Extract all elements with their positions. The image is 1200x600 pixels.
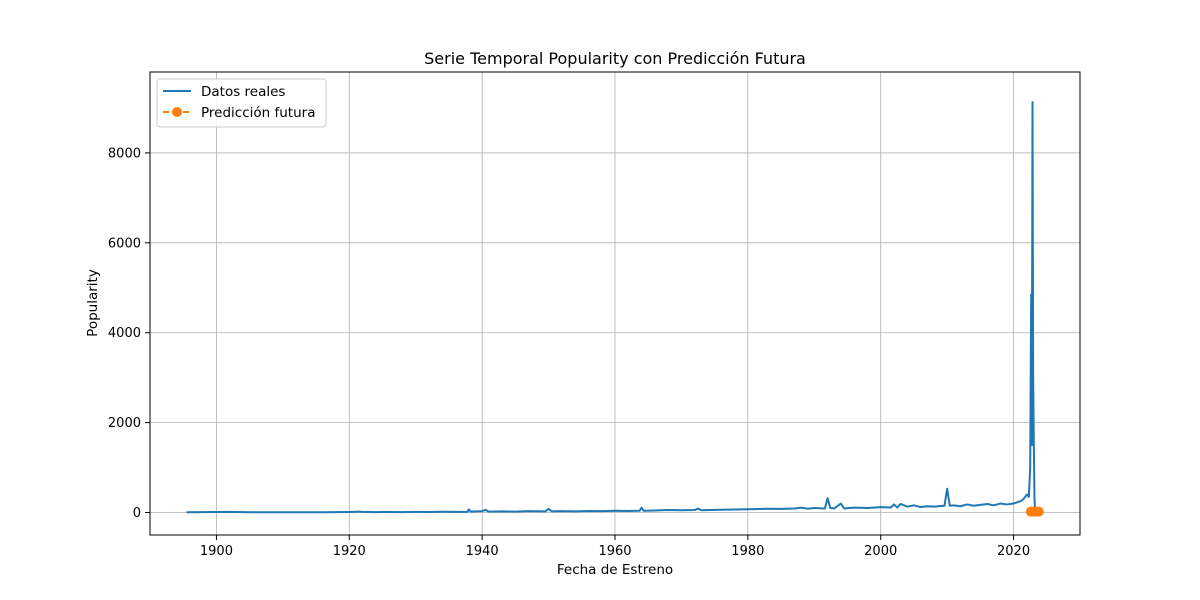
y-tick-label: 4000 xyxy=(108,326,141,341)
x-tick-label: 1980 xyxy=(731,544,764,559)
y-tick-label: 8000 xyxy=(108,146,141,161)
y-axis-label: Popularity xyxy=(85,269,101,337)
x-tick-label: 1960 xyxy=(598,544,631,559)
legend-box xyxy=(156,78,327,128)
x-axis-label: Fecha de Estreno xyxy=(557,562,673,578)
legend: Datos reales Predicción futura xyxy=(156,78,327,128)
legend-label-datos-reales: Datos reales xyxy=(201,84,285,100)
y-axis-ticks: 0 2000 4000 6000 8000 xyxy=(108,146,150,521)
x-tick-label: 1900 xyxy=(200,544,233,559)
x-tick-label: 2020 xyxy=(997,544,1030,559)
x-axis-ticks: 1900 1920 1940 1960 1980 2000 2020 xyxy=(200,535,1030,559)
prediction-point xyxy=(1033,506,1044,517)
x-tick-label: 2000 xyxy=(864,544,897,559)
series-line-0 xyxy=(186,101,1037,514)
y-tick-label: 0 xyxy=(133,506,141,521)
y-tick-label: 2000 xyxy=(108,416,141,431)
legend-label-prediccion-futura: Predicción futura xyxy=(201,105,315,121)
x-tick-label: 1940 xyxy=(466,544,499,559)
series-layer xyxy=(186,101,1044,517)
x-tick-label: 1920 xyxy=(333,544,366,559)
legend-marker-prediccion-futura xyxy=(172,107,182,117)
y-tick-label: 6000 xyxy=(108,236,141,251)
chart-title: Serie Temporal Popularity con Predicción… xyxy=(424,49,806,68)
grid xyxy=(150,72,1080,535)
